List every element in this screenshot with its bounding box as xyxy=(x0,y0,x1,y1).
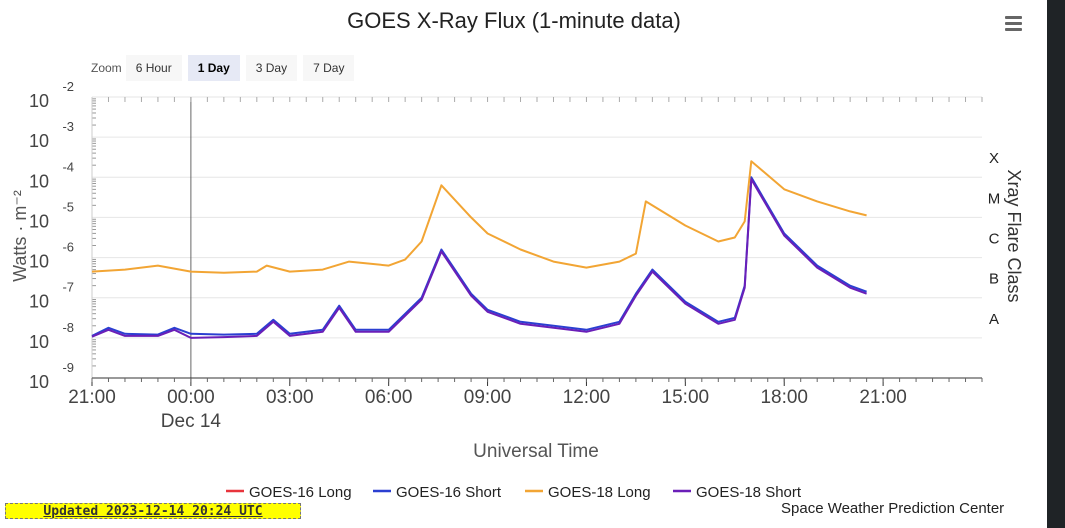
series-line-goes-18-short xyxy=(91,178,867,339)
y-tick-label: 10 xyxy=(29,252,49,272)
legend: GOES-16 Long GOES-16 Short GOES-18 Long GOE… xyxy=(226,484,802,501)
side-scrollbar[interactable] xyxy=(1047,0,1065,528)
y-tick-exponent: -2 xyxy=(62,79,74,94)
x-tick-label: 06:00 xyxy=(365,387,413,408)
legend-label: GOES-18 Long xyxy=(548,484,651,501)
y-tick-label: 10 xyxy=(29,372,49,392)
y-tick-exponent: -9 xyxy=(62,360,74,375)
legend-label: GOES-16 Short xyxy=(396,484,502,501)
y-tick-exponent: -8 xyxy=(62,320,74,335)
credit-text: Space Weather Prediction Center xyxy=(781,500,1005,517)
x-date-label: Dec 14 xyxy=(161,411,222,432)
axes: 10 -2 10 -3 10 -4 10 -5 10 -6 10 -7 10 -8 10 -9 21:00 00:… xyxy=(29,79,1000,432)
x-tick-label: 12:00 xyxy=(563,387,611,408)
y-tick-exponent: -6 xyxy=(62,240,74,255)
y-tick-label: 10 xyxy=(29,171,49,191)
series-line-goes-18-long xyxy=(91,160,867,274)
x-tick-label: 18:00 xyxy=(760,387,808,408)
zoom-1-day-button[interactable]: 1 Day xyxy=(187,55,240,81)
x-tick-label: 21:00 xyxy=(68,387,116,408)
updated-timestamp: Updated 2023-12-14 20:24 UTC xyxy=(5,503,301,519)
flare-class-label: C xyxy=(989,231,1000,248)
y-tick-label: 10 xyxy=(29,131,49,151)
x-tick-label: 15:00 xyxy=(662,387,710,408)
y2-axis-title: Xray Flare Class xyxy=(1004,169,1024,302)
y-tick-exponent: -5 xyxy=(62,199,74,214)
y-axis-title: Watts · m⁻² xyxy=(10,190,30,282)
y-tick-exponent: -4 xyxy=(62,159,74,174)
zoom-6-hour-button[interactable]: 6 Hour xyxy=(125,55,182,81)
menu-bar-icon xyxy=(1005,28,1022,31)
flare-class-label: A xyxy=(989,311,999,328)
menu-bar-icon xyxy=(1005,22,1022,25)
y-tick-exponent: -7 xyxy=(62,280,74,295)
flare-class-label: M xyxy=(988,190,1001,207)
x-tick-label: 03:00 xyxy=(266,387,314,408)
flare-class-label: X xyxy=(989,150,999,167)
menu-bar-icon xyxy=(1005,16,1022,19)
x-tick-label: 21:00 xyxy=(859,387,907,408)
chart-menu-button[interactable] xyxy=(996,10,1030,38)
x-axis-title: Universal Time xyxy=(473,441,599,462)
zoom-label: Zoom xyxy=(91,61,122,75)
x-tick-label: 09:00 xyxy=(464,387,512,408)
y-tick-exponent: -3 xyxy=(62,119,74,134)
x-tick-label: 00:00 xyxy=(167,387,215,408)
grid xyxy=(92,96,982,379)
zoom-3-day-button[interactable]: 3 Day xyxy=(245,55,298,81)
zoom-bar: Zoom 6 Hour 1 Day 3 Day 7 Day xyxy=(91,54,360,82)
series-lines xyxy=(91,160,867,339)
flare-class-label: B xyxy=(989,271,999,288)
chart-title: GOES X-Ray Flux (1-minute data) xyxy=(347,8,681,33)
y-tick-label: 10 xyxy=(29,91,49,111)
y-tick-label: 10 xyxy=(29,292,49,312)
y-tick-label: 10 xyxy=(29,211,49,231)
legend-label: GOES-18 Short xyxy=(696,484,802,501)
legend-label: GOES-16 Long xyxy=(249,484,352,501)
zoom-7-day-button[interactable]: 7 Day xyxy=(303,55,355,81)
y-tick-label: 10 xyxy=(29,332,49,352)
